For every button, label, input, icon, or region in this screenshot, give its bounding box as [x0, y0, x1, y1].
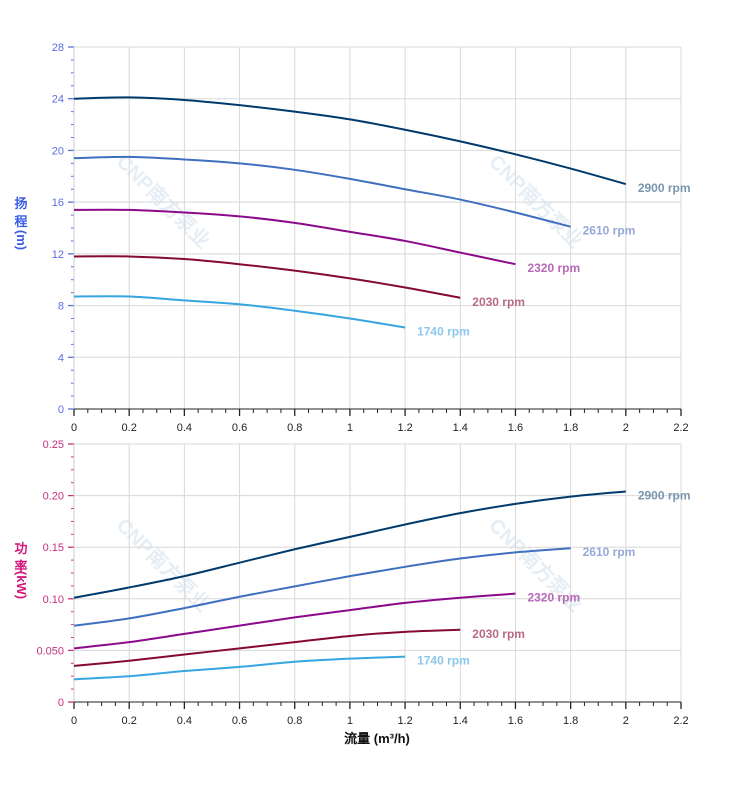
x-tick-label: 0.2 — [122, 715, 137, 727]
x-tick-label: 1.8 — [563, 422, 578, 434]
series-label: 2030 rpm — [472, 295, 525, 309]
x-tick-label: 1.2 — [397, 422, 412, 434]
x-tick-label: 2.2 — [673, 422, 688, 434]
chart-panel-1: CNP南方泵业 CNP南方泵业 0 0.2 0.4 0.6 0.8 1 1.2 1.4 1.6 1.8… — [14, 42, 691, 434]
x-tick-label: 1.6 — [508, 422, 523, 434]
y-axis-label: 扬 — [14, 196, 27, 211]
x-tick-label: 1 — [347, 715, 353, 727]
series-label: 2610 rpm — [583, 545, 636, 559]
series-label: 2320 rpm — [527, 591, 580, 605]
y-tick-label: 12 — [52, 249, 64, 261]
x-tick-label: 0 — [71, 422, 77, 434]
y-tick-label: 0.10 — [43, 594, 64, 606]
watermark-left: CNP南方泵业 — [112, 513, 215, 616]
series-label: 2030 rpm — [472, 627, 525, 641]
x-tick-label: 1 — [347, 422, 353, 434]
x-tick-label: 1.6 — [508, 715, 523, 727]
y-tick-label: 0 — [58, 404, 64, 416]
x-tick-label: 0.6 — [232, 422, 247, 434]
y-tick-label: 8 — [58, 301, 64, 313]
series-line-1740-rpm — [73, 655, 406, 681]
x-tick-label: 1.2 — [397, 715, 412, 727]
x-tick-label: 0.4 — [177, 715, 192, 727]
y-axis-label: (kW) — [14, 571, 29, 599]
series-label: 2900 rpm — [638, 488, 691, 502]
y-axis-label: 程 — [14, 214, 27, 229]
series-line-2030-rpm — [73, 255, 461, 299]
x-tick-label: 0.8 — [287, 715, 302, 727]
series-line-1740-rpm — [73, 295, 406, 329]
y-tick-label: 0.15 — [43, 542, 64, 554]
x-tick-label: 1.8 — [563, 715, 578, 727]
x-tick-label: 0.2 — [122, 422, 137, 434]
series-label: 1740 rpm — [417, 325, 470, 339]
series-line-2610-rpm — [73, 547, 571, 627]
y-tick-label: 0.050 — [36, 645, 64, 657]
series-line-2320-rpm — [73, 592, 516, 650]
y-tick-label: 0.25 — [43, 439, 64, 451]
series-label: 2320 rpm — [527, 261, 580, 275]
series-label: 1740 rpm — [417, 654, 470, 668]
x-tick-label: 0.4 — [177, 422, 192, 434]
x-axis-label: 流量 (m³/h) — [344, 731, 410, 746]
y-tick-label: 16 — [52, 197, 64, 209]
series-line-2030-rpm — [73, 628, 461, 667]
y-tick-label: 0.20 — [43, 491, 64, 503]
watermark-left: CNP南方泵业 — [112, 149, 215, 252]
x-tick-label: 2 — [623, 715, 629, 727]
x-tick-label: 0 — [71, 715, 77, 727]
x-tick-label: 2.2 — [673, 715, 688, 727]
x-tick-label: 0.8 — [287, 422, 302, 434]
series-line-2900-rpm — [73, 490, 626, 599]
series-label: 2900 rpm — [638, 181, 691, 195]
y-tick-label: 20 — [52, 145, 64, 157]
x-tick-label: 2 — [623, 422, 629, 434]
series-line-2610-rpm — [73, 155, 571, 228]
y-tick-label: 4 — [58, 352, 64, 364]
watermark-right: CNP南方泵业 — [484, 149, 587, 252]
y-axis-label: 率 — [14, 559, 27, 574]
x-tick-label: 1.4 — [453, 715, 468, 727]
y-tick-label: 24 — [52, 94, 64, 106]
y-tick-label: 28 — [52, 42, 64, 54]
series-label: 2610 rpm — [583, 224, 636, 238]
x-tick-label: 1.4 — [453, 422, 468, 434]
y-axis-label: (m) — [14, 230, 29, 250]
series-line-2900-rpm — [73, 96, 627, 186]
x-tick-label: 0.6 — [232, 715, 247, 727]
series-line-2320-rpm — [73, 208, 516, 266]
y-axis-label: 功 — [14, 541, 27, 556]
y-tick-label: 0 — [58, 697, 64, 709]
